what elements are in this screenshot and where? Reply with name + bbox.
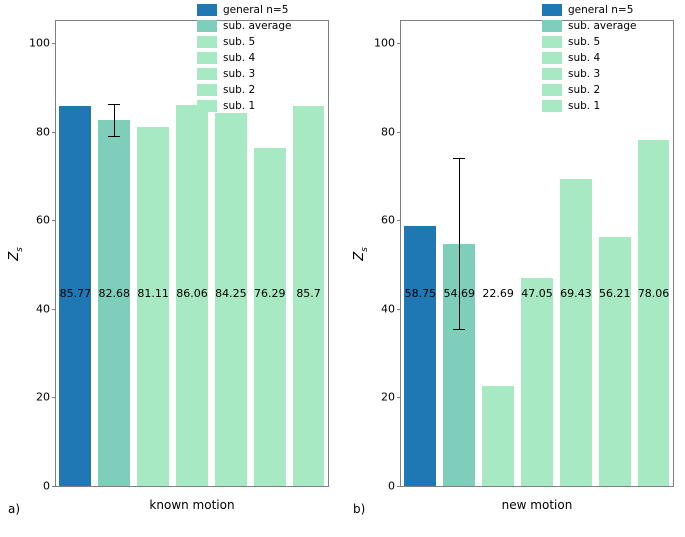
legend: general n=5sub. averagesub. 5sub. 4sub. … <box>542 2 636 114</box>
bar <box>599 237 631 486</box>
legend-item: sub. 3 <box>197 66 291 82</box>
legend-swatch <box>542 20 562 32</box>
legend-item: sub. 1 <box>542 98 636 114</box>
legend-swatch <box>197 100 217 112</box>
legend-item: sub. average <box>542 18 636 34</box>
ytick-mark <box>52 220 56 221</box>
legend-item: sub. 5 <box>197 34 291 50</box>
bar <box>254 148 286 486</box>
legend-swatch <box>542 84 562 96</box>
legend-label: general n=5 <box>568 2 633 18</box>
legend-swatch <box>197 68 217 80</box>
legend-item: sub. 2 <box>542 82 636 98</box>
legend-label: sub. 4 <box>223 50 255 66</box>
panel-corner-label: b) <box>353 502 365 516</box>
legend-swatch <box>542 4 562 16</box>
ytick-mark <box>397 397 401 398</box>
error-cap <box>453 329 465 330</box>
bar-value-label: 84.25 <box>215 287 247 300</box>
legend-swatch <box>197 52 217 64</box>
bar-value-label: 58.75 <box>405 287 437 300</box>
ytick-mark <box>52 43 56 44</box>
ytick-mark <box>52 132 56 133</box>
ytick-mark <box>52 397 56 398</box>
ytick-mark <box>397 309 401 310</box>
bar-value-label: 78.06 <box>638 287 670 300</box>
bar-value-label: 81.11 <box>137 287 169 300</box>
legend-label: sub. 5 <box>223 34 255 50</box>
legend-swatch <box>197 84 217 96</box>
legend-item: sub. 4 <box>542 50 636 66</box>
bar-value-label: 76.29 <box>254 287 286 300</box>
error-bar <box>114 104 115 136</box>
legend-swatch <box>197 4 217 16</box>
error-cap <box>453 158 465 159</box>
bar <box>137 127 169 486</box>
bar-value-label: 85.77 <box>60 287 92 300</box>
legend-swatch <box>542 100 562 112</box>
bar <box>521 278 553 486</box>
error-cap <box>108 136 120 137</box>
y-axis-label: Zs <box>7 247 25 261</box>
legend-item: general n=5 <box>197 2 291 18</box>
legend-label: sub. 5 <box>568 34 600 50</box>
legend-item: sub. average <box>197 18 291 34</box>
legend-label: general n=5 <box>223 2 288 18</box>
legend-label: sub. 2 <box>568 82 600 98</box>
legend-label: sub. 3 <box>223 66 255 82</box>
legend-swatch <box>542 68 562 80</box>
ytick-mark <box>397 43 401 44</box>
x-axis-label: known motion <box>56 486 328 512</box>
error-bar <box>459 158 460 329</box>
legend-swatch <box>197 36 217 48</box>
legend-item: sub. 4 <box>197 50 291 66</box>
legend-swatch <box>542 36 562 48</box>
legend-item: sub. 3 <box>542 66 636 82</box>
legend-label: sub. 1 <box>568 98 600 114</box>
bar <box>560 179 592 486</box>
legend-item: sub. 2 <box>197 82 291 98</box>
legend-label: sub. average <box>223 18 291 34</box>
bar-value-label: 86.06 <box>176 287 208 300</box>
legend-swatch <box>197 20 217 32</box>
legend-item: general n=5 <box>542 2 636 18</box>
bar-value-label: 47.05 <box>521 287 553 300</box>
legend-label: sub. 3 <box>568 66 600 82</box>
bar-value-label: 22.69 <box>482 287 514 300</box>
x-axis-label: new motion <box>401 486 673 512</box>
legend-swatch <box>542 52 562 64</box>
legend-label: sub. 4 <box>568 50 600 66</box>
bar <box>638 140 670 486</box>
ytick-mark <box>397 132 401 133</box>
y-axis-label: Zs <box>352 247 370 261</box>
legend-item: sub. 1 <box>197 98 291 114</box>
legend-label: sub. average <box>568 18 636 34</box>
ytick-mark <box>52 309 56 310</box>
legend-label: sub. 1 <box>223 98 255 114</box>
error-cap <box>108 104 120 105</box>
bar-value-label: 69.43 <box>560 287 592 300</box>
bar-value-label: 56.21 <box>599 287 631 300</box>
bar-value-label: 85.7 <box>296 287 321 300</box>
panel-corner-label: a) <box>8 502 20 516</box>
bar <box>98 120 130 486</box>
ytick-mark <box>397 220 401 221</box>
bar <box>482 386 514 486</box>
legend-label: sub. 2 <box>223 82 255 98</box>
legend-item: sub. 5 <box>542 34 636 50</box>
bar-value-label: 82.68 <box>99 287 131 300</box>
legend: general n=5sub. averagesub. 5sub. 4sub. … <box>197 2 291 114</box>
bar <box>404 226 436 486</box>
